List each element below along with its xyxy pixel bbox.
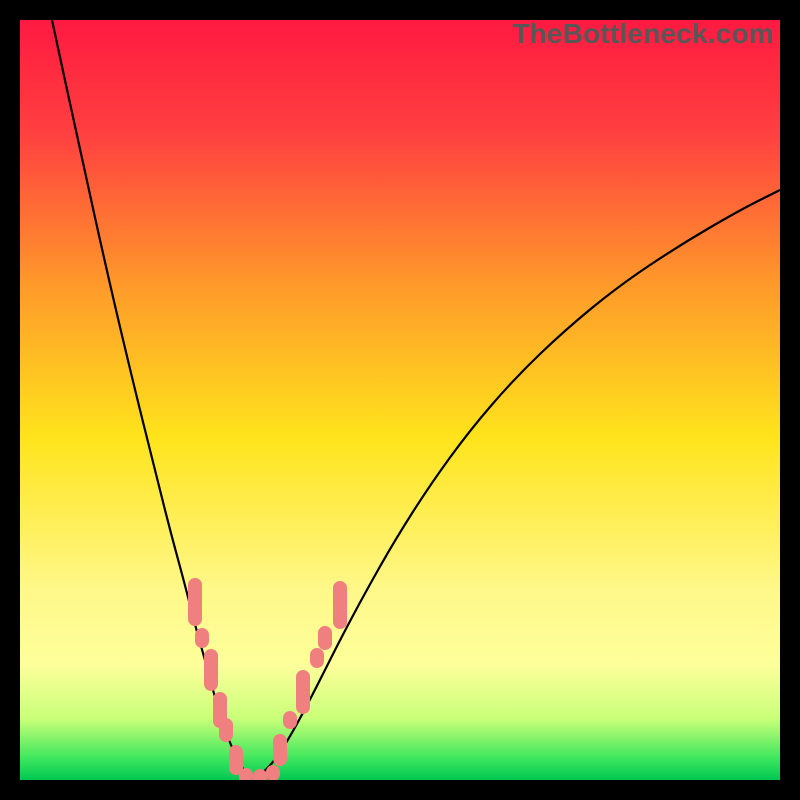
marker-point [188,578,202,626]
marker-point [266,765,280,780]
marker-point [273,734,287,766]
figure-root: TheBottleneck.com [0,0,800,800]
marker-point [310,648,324,668]
marker-point [333,581,347,629]
marker-point [318,626,332,650]
marker-point [283,711,297,729]
marker-point [195,628,209,648]
chart-svg [20,20,780,780]
marker-point [219,718,233,742]
plot-area: TheBottleneck.com [20,20,780,780]
marker-point [204,649,218,691]
watermark-text: TheBottleneck.com [512,18,774,50]
marker-point [296,670,310,714]
gradient-background [20,20,780,780]
